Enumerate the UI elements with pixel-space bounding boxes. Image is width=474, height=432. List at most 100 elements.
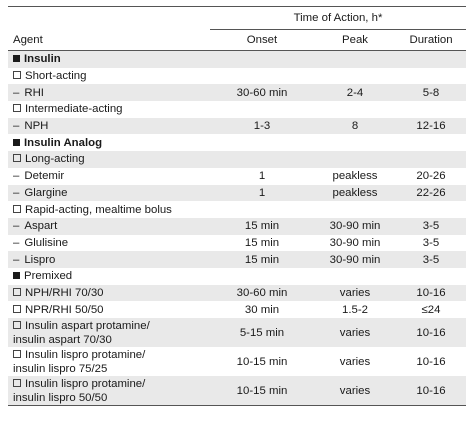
dash-bullet-icon: – <box>13 186 20 199</box>
subcategory-cell: Insulin lispro protamine/insulin lispro … <box>8 376 210 406</box>
peak-cell <box>314 50 396 68</box>
onset-cell <box>210 268 314 285</box>
duration-cell: 10-16 <box>396 318 466 347</box>
table-row: – Aspart 15 min 30-90 min 3-5 <box>8 217 466 235</box>
hollow-square-bullet-icon <box>13 320 21 329</box>
table-row: Long-acting <box>8 151 466 168</box>
subcategory-cell: Intermediate-acting <box>8 101 210 118</box>
agent-cell: – Lispro <box>8 251 210 268</box>
category-cell: Insulin Analog <box>8 134 210 151</box>
onset-cell: 30 min <box>244 303 280 316</box>
peak-cell: varies <box>314 376 396 406</box>
table-row: Rapid-acting, mealtime bolus <box>8 201 466 218</box>
onset-cell <box>210 201 314 218</box>
table-row: – Detemir 1 peakless 20-26 <box>8 168 466 185</box>
duration-cell: 10-16 <box>416 355 446 368</box>
onset-cell <box>210 68 314 85</box>
dash-bullet-icon: – <box>13 253 20 266</box>
hollow-square-bullet-icon <box>13 304 21 313</box>
hollow-square-bullet-icon <box>13 378 21 387</box>
peak-cell <box>314 201 396 218</box>
onset-cell: 15 min <box>244 236 280 249</box>
duration-cell: 10-16 <box>396 284 466 302</box>
header-row-columns: Agent Onset Peak Duration <box>8 29 466 51</box>
onset-cell: 30-60 min <box>210 84 314 102</box>
onset-cell: 1 <box>210 184 314 202</box>
table-row: – RHI 30-60 min 2-4 5-8 <box>8 84 466 102</box>
subcategory-cell: Rapid-acting, mealtime bolus <box>8 201 210 218</box>
onset-cell: 30-60 min <box>210 284 314 302</box>
table-row: – Lispro 15 min 30-90 min 3-5 <box>8 251 466 268</box>
table-row: – Glulisine 15 min 30-90 min 3-5 <box>8 235 466 252</box>
onset-column-header: Onset <box>210 29 314 51</box>
duration-cell: 3-5 <box>422 236 440 249</box>
table-row: Premixed <box>8 268 466 285</box>
subcategory-cell: Short-acting <box>8 68 210 85</box>
duration-column-header: Duration <box>396 29 466 51</box>
dash-bullet-icon: – <box>13 170 20 183</box>
duration-cell <box>396 201 466 218</box>
filled-square-bullet-icon <box>13 272 20 280</box>
hollow-square-bullet-icon <box>13 71 21 80</box>
agent-cell: – NPH <box>8 117 210 135</box>
peak-cell: peakless <box>314 184 396 202</box>
duration-cell <box>396 68 466 85</box>
table-row: Intermediate-acting <box>8 101 466 118</box>
onset-cell: 10-15 min <box>210 376 314 406</box>
table-row: Insulin lispro protamine/insulin lispro … <box>8 347 466 376</box>
peak-cell: 30-90 min <box>314 217 396 235</box>
dash-bullet-icon: – <box>13 220 20 233</box>
onset-cell: 1-3 <box>210 117 314 135</box>
peak-cell: 2-4 <box>314 84 396 102</box>
subcategory-cell: Long-acting <box>8 151 210 168</box>
duration-cell: 3-5 <box>396 251 466 268</box>
duration-cell <box>396 151 466 168</box>
onset-cell <box>210 134 314 151</box>
table-row: – NPH 1-3 8 12-16 <box>8 117 466 135</box>
table-row: Insulin Analog <box>8 134 466 151</box>
agent-cell: – Glulisine <box>13 236 69 249</box>
onset-cell: 10-15 min <box>236 355 288 368</box>
peak-cell <box>314 101 396 118</box>
duration-cell: 20-26 <box>416 170 446 183</box>
agent-cell: – Glargine <box>8 184 210 202</box>
peak-cell <box>314 268 396 285</box>
peak-cell: varies <box>339 355 371 368</box>
onset-cell: 15 min <box>210 217 314 235</box>
peak-cell: 30-90 min <box>314 251 396 268</box>
insulin-time-of-action-table: Time of Action, h* Agent Onset Peak Dura… <box>8 6 466 406</box>
duration-cell: 5-8 <box>396 84 466 102</box>
onset-cell <box>210 50 314 68</box>
duration-cell: 22-26 <box>396 184 466 202</box>
onset-cell <box>210 101 314 118</box>
peak-column-header: Peak <box>314 29 396 51</box>
onset-cell <box>210 151 314 168</box>
agent-cell: – Aspart <box>8 217 210 235</box>
filled-square-bullet-icon <box>13 138 20 146</box>
peak-cell: varies <box>314 318 396 347</box>
duration-cell <box>396 101 466 118</box>
subcategory-cell: NPR/RHI 50/50 <box>8 301 210 318</box>
peak-cell <box>314 134 396 151</box>
table-row: NPH/RHI 70/30 30-60 min varies 10-16 <box>8 284 466 302</box>
duration-cell: ≤24 <box>421 303 441 316</box>
hollow-square-bullet-icon <box>13 154 21 163</box>
table-row: Insulin lispro protamine/insulin lispro … <box>8 376 466 406</box>
insulin-table-container: Time of Action, h* Agent Onset Peak Dura… <box>8 6 466 406</box>
onset-cell: 15 min <box>210 251 314 268</box>
duration-cell: 12-16 <box>396 117 466 135</box>
subcategory-cell: NPH/RHI 70/30 <box>8 284 210 302</box>
peak-cell: 30-90 min <box>329 236 381 249</box>
table-row: Short-acting <box>8 68 466 85</box>
table-row: Insulin <box>8 50 466 68</box>
subcategory-cell: Insulin aspart protamine/insulin aspart … <box>8 318 210 347</box>
hollow-square-bullet-icon <box>13 204 21 213</box>
header-row-top: Time of Action, h* <box>8 6 466 30</box>
category-cell: Premixed <box>8 268 210 285</box>
subcategory-cell: Insulin lispro protamine/insulin lispro … <box>13 348 146 375</box>
duration-cell <box>396 268 466 285</box>
table-row: Insulin aspart protamine/insulin aspart … <box>8 318 466 347</box>
hollow-square-bullet-icon <box>13 349 21 358</box>
hollow-square-bullet-icon <box>13 287 21 296</box>
dash-bullet-icon: – <box>13 120 20 133</box>
